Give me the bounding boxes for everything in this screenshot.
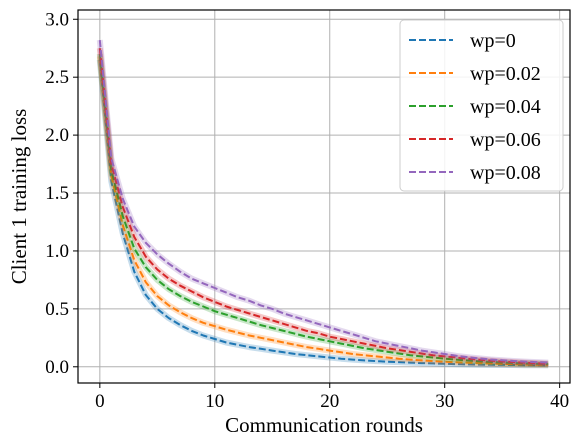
series-lines	[96, 39, 549, 369]
y-axis-label: Client 1 training loss	[7, 109, 31, 285]
series-line	[98, 40, 549, 364]
y-tick-label: 1.0	[45, 241, 69, 262]
y-tick-label: 2.5	[45, 67, 69, 88]
legend-box	[399, 19, 564, 192]
series-line	[98, 59, 549, 367]
legend-label: wp=0.04	[470, 96, 541, 118]
legend: wp=0 wp=0.02 wp=0.04 wp=0.06 wp=0.08	[399, 19, 564, 192]
y-tick-label: 3.0	[45, 9, 69, 30]
legend-label: wp=0	[470, 30, 516, 52]
plot-frame	[77, 9, 571, 384]
x-tick-label: 20	[320, 391, 339, 412]
y-tick-label: 0.5	[45, 299, 69, 320]
x-axis-label: Communication rounds	[225, 413, 423, 437]
series-line	[98, 53, 549, 366]
y-tick-label: 2.0	[45, 125, 69, 146]
series-line	[98, 48, 549, 365]
legend-label: wp=0.02	[470, 63, 541, 85]
y-tick-label: 1.5	[45, 183, 69, 204]
x-tick-label: 0	[95, 391, 105, 412]
x-tick-label: 40	[550, 391, 569, 412]
legend-label: wp=0.06	[470, 129, 541, 151]
y-tick-label: 0.0	[45, 357, 69, 378]
x-tick-label: 10	[205, 391, 224, 412]
x-tick-label: 30	[435, 391, 454, 412]
legend-label: wp=0.08	[470, 162, 541, 184]
axis-ticks: 0 10 20 30 40 0.0 0.5 1.0 1.5 2.0 2.5 3.0	[45, 9, 569, 412]
series-line	[98, 56, 549, 366]
